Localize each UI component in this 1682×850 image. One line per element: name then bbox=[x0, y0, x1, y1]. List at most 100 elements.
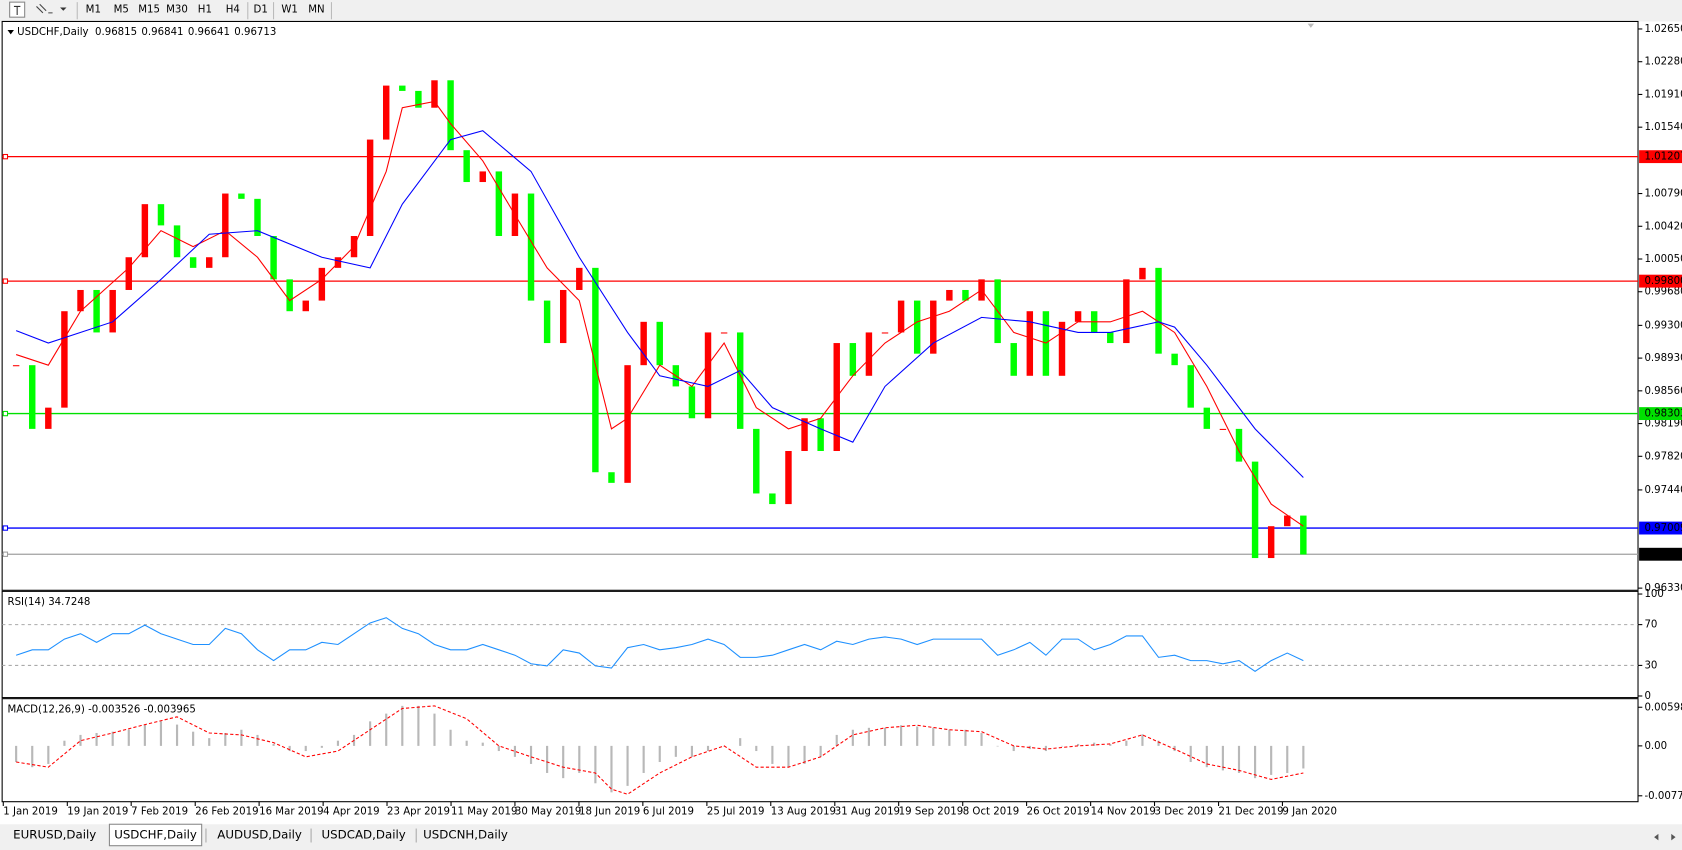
candle bbox=[302, 300, 309, 312]
candle bbox=[688, 386, 696, 419]
y-tick-label: 0.00 bbox=[1644, 741, 1667, 752]
candle bbox=[736, 332, 744, 429]
chart-tab[interactable] bbox=[418, 826, 513, 845]
candle bbox=[1284, 515, 1291, 527]
macd-histogram-bar bbox=[835, 734, 838, 746]
macd-histogram-bar bbox=[1077, 743, 1080, 746]
candle bbox=[1203, 407, 1211, 429]
candle bbox=[769, 493, 776, 505]
candle bbox=[318, 267, 326, 301]
macd-histogram-bar bbox=[272, 743, 275, 746]
timeframe-button[interactable]: M5 bbox=[114, 5, 129, 16]
candle bbox=[1187, 365, 1194, 408]
macd-histogram-bar bbox=[31, 745, 34, 768]
macd-histogram-bar bbox=[1093, 742, 1096, 746]
chart-tab[interactable] bbox=[4, 826, 106, 845]
candle bbox=[592, 267, 599, 473]
macd-histogram-bar bbox=[642, 745, 645, 773]
macd-histogram-bar bbox=[497, 745, 500, 752]
price-level-tag bbox=[1639, 274, 1682, 288]
timeframe-button[interactable]: M1 bbox=[86, 5, 101, 16]
macd-histogram-bar bbox=[803, 745, 806, 764]
moving-average-line bbox=[15, 100, 1304, 527]
macd-histogram-bar bbox=[1237, 745, 1241, 773]
tab-label[interactable]: USDCHF,Daily bbox=[114, 827, 197, 841]
x-tick-label: 31 Aug 2019 bbox=[835, 806, 900, 817]
candle bbox=[206, 257, 213, 268]
x-tick-label: 26 Oct 2019 bbox=[1027, 806, 1090, 817]
x-tick-label: 4 Apr 2019 bbox=[323, 806, 380, 817]
y-tick-label: 0 bbox=[1644, 691, 1650, 702]
candle bbox=[704, 332, 712, 419]
chart-menu-arrow[interactable] bbox=[7, 30, 14, 35]
macd-histogram-bar bbox=[15, 745, 18, 763]
candle bbox=[399, 85, 406, 91]
macd-histogram-bar bbox=[159, 721, 163, 746]
candle bbox=[1010, 343, 1017, 376]
macd-histogram-bar bbox=[1173, 745, 1176, 752]
candle bbox=[1058, 321, 1066, 376]
tab-scroll-left[interactable] bbox=[1654, 833, 1659, 841]
chart-tab[interactable] bbox=[313, 826, 415, 845]
candle bbox=[559, 289, 567, 344]
price-level-handle[interactable] bbox=[2, 525, 9, 531]
ohlc-value: 0.96815 bbox=[95, 27, 137, 38]
macd-histogram-bar bbox=[111, 731, 114, 746]
timeframe-button[interactable]: M15 bbox=[138, 5, 160, 16]
tab-label[interactable]: AUDUSD,Daily bbox=[217, 827, 302, 841]
price-level-handle[interactable] bbox=[2, 551, 9, 557]
candle bbox=[173, 225, 181, 258]
candle bbox=[61, 311, 68, 408]
macd-histogram-bar bbox=[175, 724, 179, 746]
y-tick-label: 1.02650 bbox=[1644, 24, 1682, 35]
x-tick-label: 7 Feb 2019 bbox=[131, 806, 188, 817]
macd-histogram-bar bbox=[867, 727, 870, 746]
candle bbox=[447, 80, 454, 151]
tab-label[interactable]: USDCNH,Daily bbox=[423, 827, 508, 841]
timeframe-button[interactable]: M30 bbox=[166, 5, 188, 16]
shift-marker[interactable] bbox=[1307, 23, 1315, 28]
tab-scroll-right[interactable] bbox=[1671, 833, 1676, 841]
price-level-handle[interactable] bbox=[2, 153, 9, 160]
price-level-label: 0.98303 bbox=[1644, 409, 1682, 420]
price-level-label: 0.96713 bbox=[1644, 549, 1682, 560]
candle bbox=[865, 332, 873, 376]
macd-histogram-bar bbox=[916, 726, 919, 746]
macd-histogram-bar bbox=[706, 745, 710, 752]
tab-label[interactable]: EURUSD,Daily bbox=[13, 827, 96, 841]
timeframe-button[interactable]: MN bbox=[308, 5, 324, 16]
macd-histogram-bar bbox=[401, 705, 404, 746]
candle bbox=[897, 300, 905, 333]
chart-area bbox=[0, 21, 1682, 825]
tab-label[interactable]: USDCAD,Daily bbox=[322, 827, 406, 841]
chart-tab[interactable] bbox=[208, 826, 312, 845]
objects-tool-icon[interactable] bbox=[36, 3, 53, 14]
price-level-label: 1.01207 bbox=[1644, 152, 1682, 163]
price-level-handle[interactable] bbox=[2, 278, 9, 284]
ohlc-value: 0.96641 bbox=[188, 27, 230, 38]
y-tick-label: 1.00790 bbox=[1644, 189, 1682, 200]
panel-title: RSI(14) 34.7248 bbox=[8, 597, 91, 608]
candle bbox=[222, 193, 229, 258]
timeframe-button[interactable]: W1 bbox=[281, 5, 298, 16]
candle bbox=[238, 193, 245, 199]
chart-tab[interactable] bbox=[108, 823, 203, 847]
x-tick-label: 25 Jul 2019 bbox=[707, 806, 765, 817]
timeframe-button[interactable]: H4 bbox=[226, 5, 240, 16]
dropdown-arrow[interactable] bbox=[60, 7, 67, 11]
macd-histogram-bar bbox=[1270, 745, 1273, 775]
price-level-label: 0.97009 bbox=[1644, 523, 1682, 534]
price-level-handle[interactable] bbox=[2, 410, 9, 417]
x-tick-label: 19 Jan 2019 bbox=[67, 806, 128, 817]
macd-histogram-bar bbox=[819, 745, 822, 757]
candle bbox=[382, 85, 390, 140]
candle bbox=[463, 150, 470, 183]
macd-histogram-bar bbox=[900, 725, 903, 746]
y-tick-label: 70 bbox=[1644, 620, 1657, 631]
timeframe-button[interactable]: H1 bbox=[198, 5, 212, 16]
timeframe-button[interactable]: D1 bbox=[254, 5, 268, 16]
candle bbox=[157, 204, 165, 226]
